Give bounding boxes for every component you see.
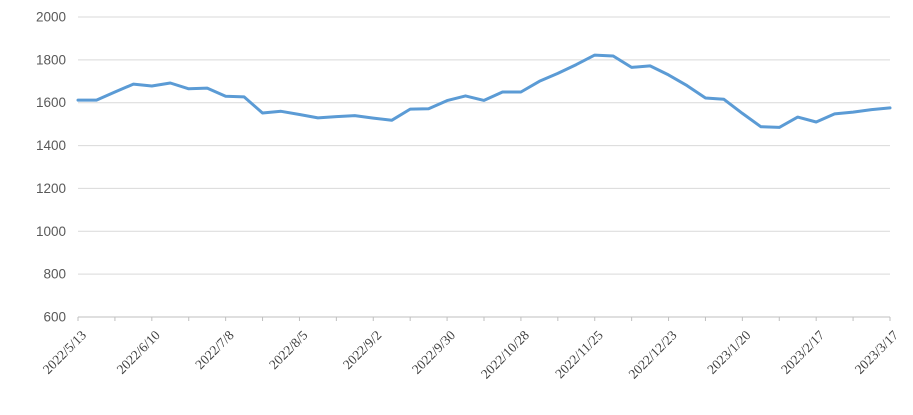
x-axis-tick-label: 2022/7/8 — [192, 327, 237, 372]
x-axis-tick-label: 2022/9/2 — [340, 328, 385, 373]
x-axis-tick-label: 2022/9/30 — [409, 327, 458, 376]
y-axis-tick-label: 1000 — [36, 224, 66, 239]
x-axis-tick-label: 2022/8/5 — [266, 327, 311, 372]
x-axis-tick-label: 2022/5/13 — [40, 327, 89, 376]
x-axis-tick-label: 2022/11/25 — [552, 327, 606, 381]
y-axis-tick-label: 1600 — [36, 95, 66, 110]
data-series-line — [76, 53, 892, 129]
x-axis-tick-label: 2022/6/10 — [114, 327, 163, 376]
x-axis-tick-label: 2023/2/17 — [778, 327, 827, 376]
y-axis-tick-label: 800 — [43, 267, 66, 282]
x-axis-tick-label: 2023/3/17 — [852, 327, 901, 376]
x-axis-tick-label: 2023/1/20 — [704, 327, 753, 376]
y-axis-tick-label: 1200 — [36, 181, 66, 196]
y-axis-tick-label: 2000 — [36, 10, 66, 25]
y-axis-tick-label: 600 — [43, 310, 66, 325]
x-axis-tick-label: 2022/12/23 — [626, 327, 680, 381]
y-axis-tick-label: 1800 — [36, 52, 66, 67]
x-axis-tick-label: 2022/10/28 — [478, 327, 532, 381]
y-axis-tick-label: 1400 — [36, 138, 66, 153]
